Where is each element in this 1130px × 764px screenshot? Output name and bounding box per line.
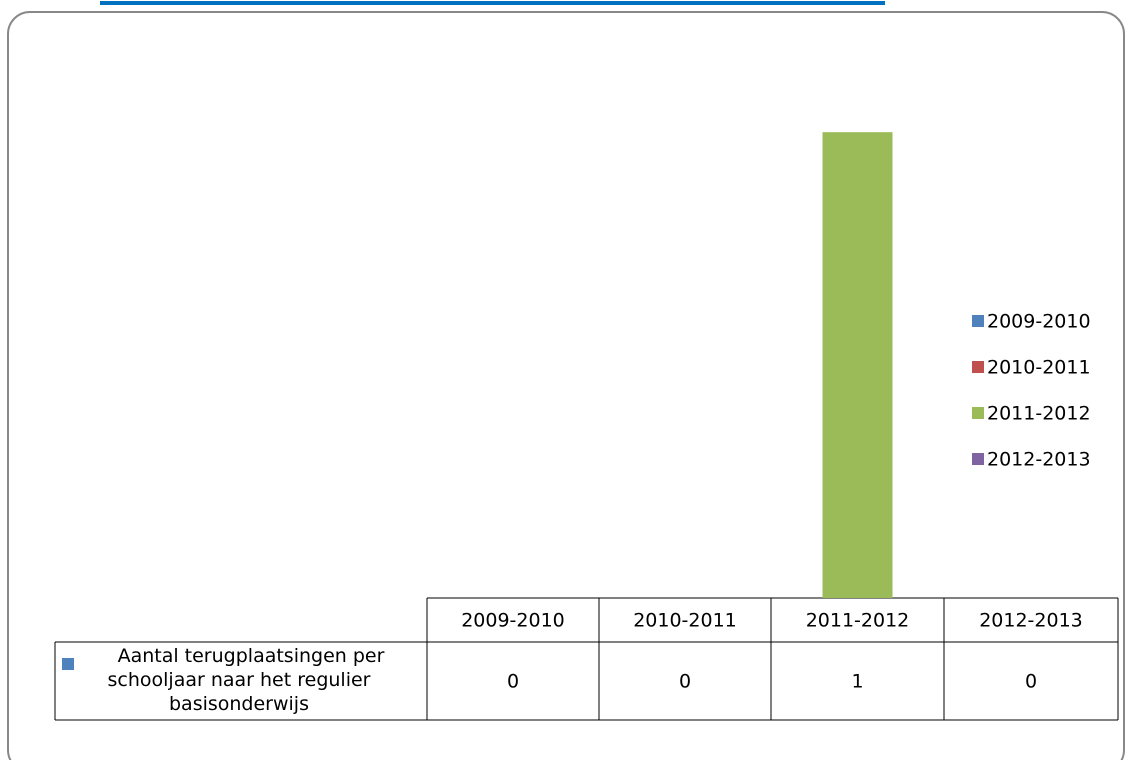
table-value: 0 xyxy=(507,671,519,693)
legend-swatch xyxy=(972,407,984,419)
table-header: 2011-2012 xyxy=(806,610,910,632)
table-value: 0 xyxy=(679,671,691,693)
row-label-box: Aantal terugplaatsingen per schooljaar n… xyxy=(107,645,385,715)
bar xyxy=(822,132,893,598)
row-label: Aantal terugplaatsingen per schooljaar n… xyxy=(107,645,385,715)
legend-swatch xyxy=(972,453,984,465)
table-value: 0 xyxy=(1025,671,1037,693)
legend-label: 2009-2010 xyxy=(987,311,1091,333)
legend-label: 2010-2011 xyxy=(987,357,1091,379)
legend-swatch xyxy=(972,361,984,373)
table-header: 2009-2010 xyxy=(461,610,565,632)
table-header: 2010-2011 xyxy=(633,610,737,632)
legend-label: 2011-2012 xyxy=(987,403,1091,425)
table-value: 1 xyxy=(851,671,863,693)
table-header: 2012-2013 xyxy=(979,610,1083,632)
row-legend-key xyxy=(62,658,74,670)
legend-swatch xyxy=(972,315,984,327)
chart-frame xyxy=(7,11,1125,764)
legend-label: 2012-2013 xyxy=(987,449,1091,471)
